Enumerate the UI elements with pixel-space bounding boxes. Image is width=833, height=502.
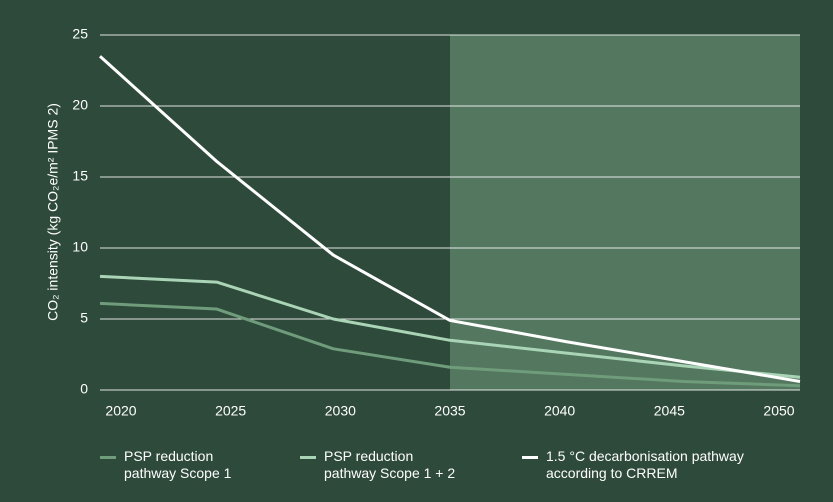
y-tick-label: 5 [80,310,88,326]
legend-label: 1.5 °C decarbonisation pathway according… [546,448,744,481]
y-tick-label: 25 [72,26,88,42]
plot: CO₂ intensity (kg CO₂e/m² IPMS 2) 0 5 10 15… [45,26,801,419]
x-tick-label: 2025 [215,403,246,419]
y-tick-label: 20 [72,97,88,113]
x-tick-label: 2045 [654,403,685,419]
legend-swatch [300,456,316,459]
x-tick-label: 2020 [105,403,136,419]
x-tick-label: 2050 [763,403,794,419]
y-tick-label: 10 [72,239,88,255]
series-line [99,274,801,379]
y-axis-label: CO₂ intensity (kg CO₂e/m² IPMS 2) [45,103,61,321]
legend-label: PSP reduction pathway Scope 1 + 2 [324,448,456,481]
x-tick-label: 2030 [325,403,356,419]
legend-entry: 1.5 °C decarbonisation pathway according… [522,448,744,482]
legend-swatch [100,456,116,459]
y-tick-label: 15 [72,168,88,184]
legend-label: PSP reduction pathway Scope 1 [124,448,232,481]
x-tick-label: 2035 [434,403,465,419]
series-line [99,301,801,388]
legend-entry: PSP reduction pathway Scope 1 + 2 [300,448,455,482]
x-tick-label: 2040 [544,403,575,419]
highlight-region [450,35,800,390]
series-line [98,55,801,383]
legend-swatch [522,456,538,459]
y-tick-label: 0 [80,381,88,397]
legend-entry: PSP reduction pathway Scope 1 [100,448,231,482]
